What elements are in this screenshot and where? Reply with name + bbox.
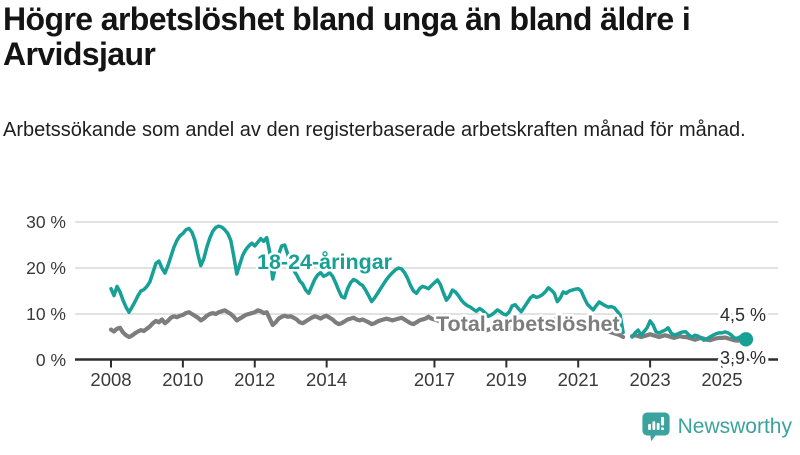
x-tick-label-2017: 2017 — [414, 369, 455, 390]
x-tick-label-2014: 2014 — [306, 369, 347, 390]
line-youth — [109, 224, 748, 342]
x-tick-label-2008: 2008 — [90, 369, 131, 390]
end-dot-youth — [738, 332, 754, 347]
x-tick-label-2019: 2019 — [486, 369, 527, 390]
newsworthy-wordmark: Newsworthy — [677, 415, 792, 438]
x-tick-label-2012: 2012 — [234, 369, 275, 390]
page-title: Högre arbetslöshet bland unga än bland ä… — [3, 1, 778, 73]
x-tick-label-2010: 2010 — [162, 369, 203, 390]
annotation-total-label: Total arbetslöshet — [436, 312, 620, 336]
chart-subtitle: Arbetssökande som andel av den registerb… — [3, 119, 746, 141]
x-tick-label-2021: 2021 — [558, 369, 599, 390]
annotation-youth-label: 18-24-åringar — [257, 250, 393, 274]
newsworthy-logo: Newsworthy — [641, 411, 792, 443]
x-tick-label-2023: 2023 — [630, 369, 671, 390]
annotation-total-end: 3,9 % — [720, 348, 766, 368]
x-tick-label-2025: 2025 — [701, 369, 742, 390]
bar-chart-speech-bubble-icon — [642, 412, 670, 442]
page-title-line-1: Högre arbetslöshet bland unga än bland ä… — [3, 1, 691, 37]
y-tick-label-0: 0 % — [36, 350, 66, 370]
y-tick-label-10: 10 % — [26, 304, 66, 324]
line-total — [108, 308, 748, 345]
annotation-youth-end: 4,5 % — [720, 305, 766, 325]
y-tick-label-20: 20 % — [26, 258, 66, 278]
page-title-line-2: Arvidsjaur — [3, 36, 156, 73]
y-tick-label-30: 30 % — [26, 212, 66, 232]
